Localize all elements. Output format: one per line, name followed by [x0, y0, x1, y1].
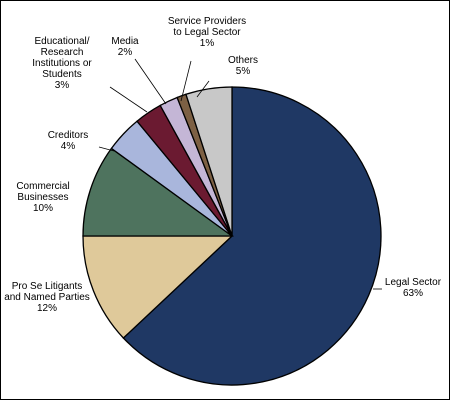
pie-slices	[82, 86, 382, 386]
leader-lines	[98, 58, 382, 290]
leader-line	[196, 80, 210, 98]
data-label: Commercial Businesses 10%	[16, 181, 69, 214]
data-label: Pro Se Litigants and Named Parties 12%	[4, 281, 90, 314]
data-label: Legal Sector 63%	[385, 277, 442, 299]
leader-line	[98, 146, 115, 152]
data-labels: Legal Sector 63% Pro Se Litigants and Named…	[4, 16, 442, 314]
leader-line	[180, 60, 192, 102]
data-label: Creditors 4%	[48, 130, 89, 152]
pie-slice-legal-sector	[122, 86, 382, 386]
pie-slice-others	[185, 86, 233, 237]
leader-line	[134, 58, 167, 105]
leader-line	[109, 86, 148, 113]
data-label: Media 2%	[111, 36, 139, 58]
pie-slice-pro-se-litigants-and-named-parties	[82, 235, 234, 339]
data-label: Service Providers to Legal Sector 1%	[168, 16, 246, 49]
data-label: Educational/Research Institutions or Stude…	[32, 36, 92, 91]
data-label: Others 5%	[228, 55, 258, 77]
pie-slice-commercial-businesses	[82, 147, 235, 237]
